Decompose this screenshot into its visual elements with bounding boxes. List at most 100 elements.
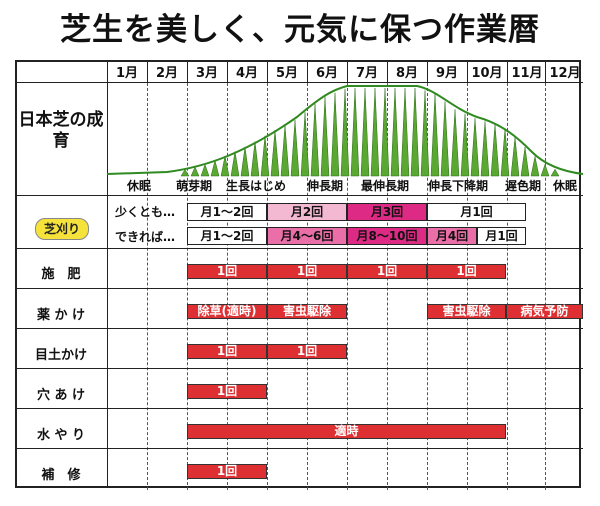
growth-spike (480, 121, 490, 177)
growth-spike (270, 130, 280, 177)
month-gridline (427, 83, 428, 490)
stage-label: 萌芽期 (176, 179, 213, 193)
mowing-minimum-label: 少くとも… (115, 205, 176, 219)
row-divider (15, 195, 583, 196)
task-bar: 1回 (267, 264, 347, 279)
growth-spike (330, 92, 340, 177)
growth-spike (440, 101, 450, 177)
growth-spike (340, 88, 350, 177)
stage-label: 休眠 (553, 179, 578, 193)
month-label: 9月 (435, 66, 459, 81)
month-divider (147, 60, 148, 82)
row-divider (15, 288, 583, 289)
mowing-preferred-cell: 月1回 (477, 227, 526, 245)
month-gridline (147, 83, 148, 490)
month-divider (427, 60, 428, 82)
growth-spike (200, 163, 210, 177)
growth-spike (230, 151, 240, 177)
month-divider (387, 60, 388, 82)
growth-label-text: 日本芝の成育 (18, 110, 104, 151)
mowing-minimum-cell: 月1〜2回 (187, 203, 267, 221)
growth-row-label: 日本芝の成育 (15, 110, 107, 152)
growth-spike (490, 124, 500, 177)
stage-label: 伸長下降期 (428, 179, 489, 193)
month-label: 5月 (275, 66, 299, 81)
growth-spike (530, 156, 540, 177)
month-label: 11月 (511, 66, 543, 81)
month-divider (347, 60, 348, 82)
stage-label: 休眠 (127, 179, 152, 193)
month-label: 1月 (115, 66, 139, 81)
growth-spike (380, 87, 390, 177)
growth-spike (300, 112, 310, 177)
task-bar: 1回 (267, 344, 347, 359)
task-label-aeration: 穴 あ け (36, 388, 86, 403)
month-label: 10月 (471, 66, 503, 81)
growth-spike (420, 90, 430, 177)
schedule-grid (15, 60, 581, 488)
task-bar: 1回 (187, 464, 267, 479)
mowing-preferred-cell: 月4回 (427, 227, 477, 245)
month-label: 8月 (395, 66, 419, 81)
growth-spike (320, 96, 330, 177)
mowing-preferred-cell: 月8〜10回 (347, 227, 427, 245)
row-divider (15, 82, 583, 83)
task-bar: 除草(適時) (187, 304, 267, 319)
growth-curve-chart (107, 85, 583, 177)
growth-spike (390, 87, 400, 177)
growth-spike (350, 87, 360, 177)
task-bar: 害虫駆除 (427, 304, 506, 319)
growth-spike (470, 118, 480, 177)
mowing-minimum-cell: 月1回 (427, 203, 526, 221)
task-bar: 1回 (347, 264, 427, 279)
row-divider (15, 248, 583, 249)
mowing-preferred-cell: 月1〜2回 (187, 227, 267, 245)
month-divider (507, 60, 508, 82)
growth-spike (550, 168, 560, 177)
month-gridline (187, 83, 188, 490)
task-label-topdressing: 目土かけ (34, 348, 87, 363)
growth-spike (450, 109, 460, 177)
task-label-watering: 水 や り (36, 428, 86, 443)
month-gridline (545, 83, 546, 490)
stage-label: 遅色期 (505, 179, 542, 193)
task-bar: 1回 (187, 344, 267, 359)
task-bar: 適時 (187, 424, 506, 439)
month-gridline (507, 83, 508, 490)
month-label: 7月 (355, 66, 379, 81)
growth-spike (280, 124, 290, 177)
month-label: 4月 (235, 66, 259, 81)
mowing-minimum-cell: 月3回 (347, 203, 427, 221)
growth-spike (210, 160, 220, 177)
growth-spike (180, 169, 190, 177)
growth-spike (370, 87, 380, 177)
growth-spike (290, 119, 300, 177)
month-label: 12月 (549, 66, 581, 81)
month-gridline (387, 83, 388, 490)
label-column-divider (107, 60, 108, 488)
growth-spike (540, 163, 550, 177)
month-divider (467, 60, 468, 82)
stage-label: 最伸長期 (361, 179, 410, 193)
mowing-preferred-cell: 月4〜6回 (267, 227, 347, 245)
month-gridline (227, 83, 228, 490)
mowing-badge: 芝刈り (35, 218, 89, 240)
mowing-minimum-cell: 月2回 (267, 203, 347, 221)
stage-label: 生長はじめ (226, 179, 287, 193)
month-gridline (267, 83, 268, 490)
row-divider (15, 328, 583, 329)
row-divider (15, 368, 583, 369)
growth-spike (510, 137, 520, 177)
month-label: 2月 (155, 66, 179, 81)
task-label-repair: 補 修 (41, 468, 81, 483)
growth-spike (240, 146, 250, 177)
task-bar: 病気予防 (506, 304, 583, 319)
growth-curve (107, 85, 583, 175)
growth-spike (520, 146, 530, 177)
growth-spike (190, 166, 200, 177)
task-label-fertilizer: 施 肥 (41, 267, 81, 282)
growth-spike (220, 155, 230, 177)
month-gridline (467, 83, 468, 490)
growth-spike (410, 87, 420, 177)
month-label: 6月 (315, 66, 339, 81)
